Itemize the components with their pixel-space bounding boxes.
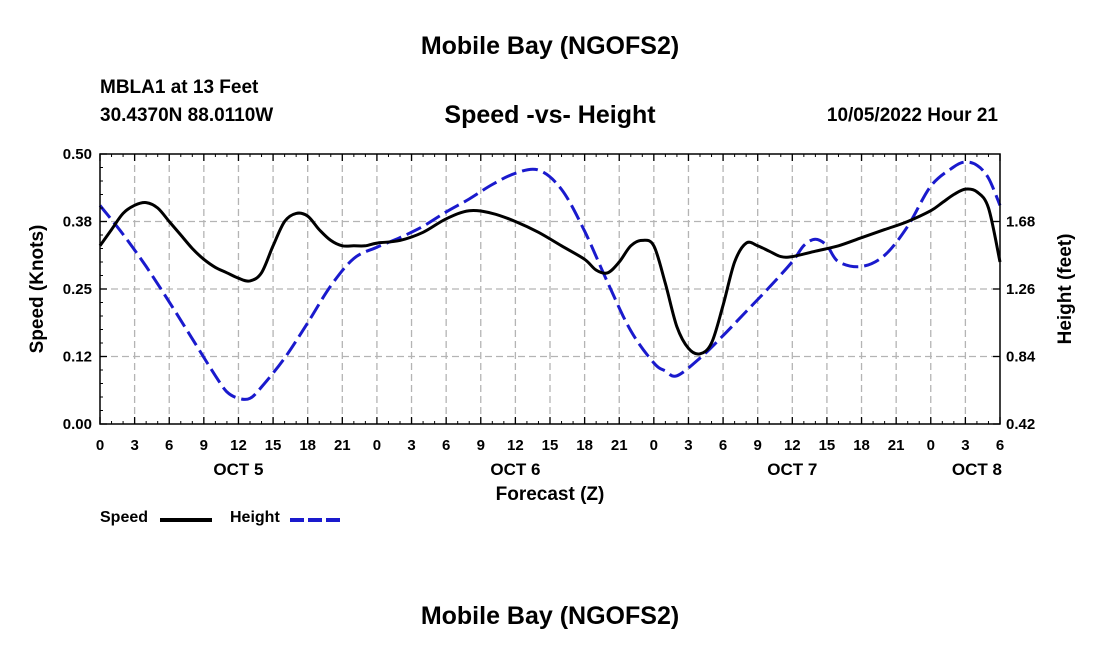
x-tick-label: 0 <box>373 437 381 454</box>
y-right-tick-label: 0.42 <box>1006 416 1035 433</box>
x-tick-label: 0 <box>927 437 935 454</box>
x-tick-label: 0 <box>650 437 658 454</box>
day-label: OCT 6 <box>490 460 540 479</box>
x-tick-label: 12 <box>784 437 801 454</box>
x-tick-label: 9 <box>200 437 208 454</box>
forecast-run-time: 10/05/2022 Hour 21 <box>826 105 998 126</box>
y-left-tick-label: 0.12 <box>63 349 92 366</box>
x-tick-label: 3 <box>407 437 415 454</box>
series-lines <box>98 160 1002 401</box>
x-tick-label: 18 <box>853 437 870 454</box>
legend-speed-label: Speed <box>100 509 149 526</box>
series-line-height <box>98 160 1002 401</box>
x-tick-label: 3 <box>684 437 692 454</box>
site-title: Mobile Bay (NGOFS2) <box>420 32 680 60</box>
y-left-tick-label: 0.25 <box>63 281 92 298</box>
x-tick-label: 18 <box>299 437 316 454</box>
x-tick-label: 3 <box>961 437 969 454</box>
y-right-tick-label: 1.26 <box>1006 281 1035 298</box>
x-tick-label: 12 <box>230 437 247 454</box>
x-tick-label: 6 <box>165 437 173 454</box>
x-tick-label: 21 <box>334 437 351 454</box>
footer-site-title: Mobile Bay (NGOFS2) <box>420 602 680 630</box>
x-tick-label: 18 <box>576 437 593 454</box>
y-left-tick-label: 0.38 <box>63 214 92 231</box>
x-tick-label: 6 <box>719 437 727 454</box>
station-name: MBLA1 at 13 Feet <box>100 77 259 98</box>
x-tick-label: 15 <box>819 437 836 454</box>
x-tick-label: 12 <box>507 437 524 454</box>
day-label: OCT 7 <box>767 460 817 479</box>
axes: 0 3 6 9 12 15 18 21 0 3 6 9 12 15 18 21 0 3 6 9 12 15 18 21 0 3 6 O… <box>63 146 1036 479</box>
x-axis-label: Forecast (Z) <box>496 484 605 505</box>
y-axis-left-label: Speed (Knots) <box>27 225 48 354</box>
grid-lines <box>100 154 1000 424</box>
y-right-tick-label: 0.84 <box>1006 349 1036 366</box>
y-left-tick-label: 0.00 <box>63 416 92 433</box>
station-coordinates: 30.4370N 88.0110W <box>100 105 274 126</box>
x-tick-label: 15 <box>265 437 282 454</box>
x-tick-label: 9 <box>477 437 485 454</box>
x-tick-label: 9 <box>754 437 762 454</box>
x-tick-label: 15 <box>542 437 559 454</box>
x-tick-label: 6 <box>996 437 1004 454</box>
x-tick-label: 21 <box>611 437 628 454</box>
day-label: OCT 5 <box>213 460 263 479</box>
chart-title: Speed -vs- Height <box>444 101 656 129</box>
legend-height-label: Height <box>230 509 280 526</box>
series-line-speed <box>98 187 1002 356</box>
x-tick-label: 3 <box>130 437 138 454</box>
y-left-tick-label: 0.50 <box>63 146 92 163</box>
x-tick-label: 6 <box>442 437 450 454</box>
x-tick-label: 21 <box>888 437 905 454</box>
y-right-tick-label: 1.68 <box>1006 214 1035 231</box>
y-axis-right-label: Height (feet) <box>1055 234 1076 345</box>
day-label: OCT 8 <box>952 460 1002 479</box>
x-tick-label: 0 <box>96 437 104 454</box>
